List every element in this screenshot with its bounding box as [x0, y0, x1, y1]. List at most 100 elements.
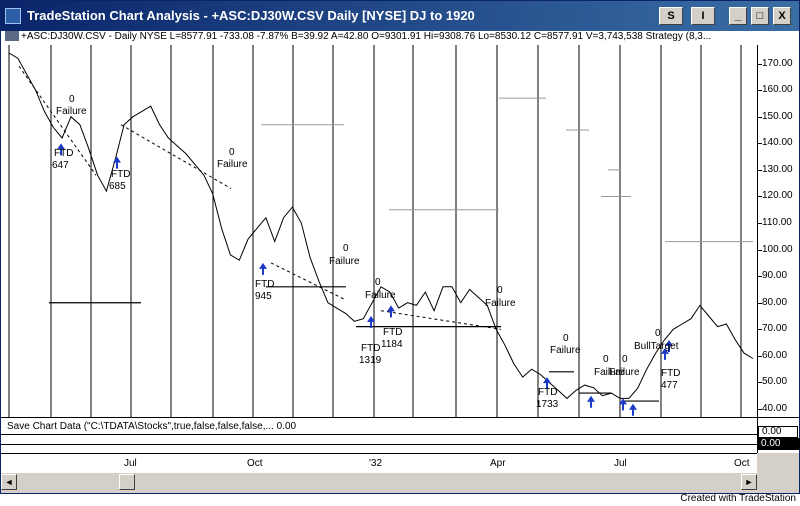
- ftd-label: FTD: [661, 368, 681, 379]
- price-line: [8, 52, 754, 400]
- ftd-arrow-icon: [629, 403, 637, 416]
- ftd-day-value: 647: [52, 160, 69, 171]
- failure-label: Failure: [217, 159, 248, 170]
- y-tick: 110.00: [762, 217, 792, 229]
- x-tick: Jul: [124, 458, 137, 469]
- price-axis: 170.00 160.00 150.00 140.00 130.00 120.00 110.…: [757, 45, 799, 417]
- ftd-arrow-icon: [661, 347, 669, 360]
- strategy-button[interactable]: S: [659, 7, 683, 25]
- trend-line: [120, 124, 232, 189]
- ftd-label: FTD: [538, 387, 558, 398]
- failure-label: Failure: [485, 298, 516, 309]
- failure-count: 0: [497, 285, 503, 296]
- failure-label: Failure: [56, 106, 87, 117]
- ftd-arrow-icon: [57, 143, 65, 156]
- y-tick-mark: [758, 169, 762, 171]
- ftd-day-value: 1319: [359, 355, 382, 366]
- y-tick-mark: [758, 382, 762, 384]
- credit-text: Created with TradeStation: [680, 493, 796, 504]
- y-tick: 60.00: [762, 349, 788, 361]
- failure-count: 0: [343, 243, 349, 254]
- ftd-arrow-icon: [665, 339, 673, 352]
- y-tick-mark: [758, 302, 762, 304]
- time-axis: Jul Oct '32 Apr Jul Oct: [1, 453, 757, 474]
- y-tick: 80.00: [762, 296, 788, 308]
- failure-label: Failure: [594, 367, 625, 378]
- failure-count: 0: [229, 147, 235, 158]
- failure-count: 0: [69, 94, 75, 105]
- y-tick-mark: [758, 355, 762, 357]
- price-plot[interactable]: 0 Failure FTD 647 FTD 685 0 Failure FTD …: [1, 45, 757, 417]
- scroll-left-icon[interactable]: ◄: [1, 474, 17, 490]
- price-chart-svg: [8, 45, 754, 417]
- y-tick-mark: [758, 143, 762, 145]
- indicator-value-top: 0.00: [758, 426, 798, 438]
- failure-label: Failure: [550, 345, 581, 356]
- indicator-label: Save Chart Data ("C:\TDATA\Stocks",true,…: [7, 421, 297, 432]
- ftd-day-value: 945: [255, 291, 272, 302]
- ftd-day-value: 685: [109, 181, 126, 192]
- y-tick: 120.00: [762, 190, 793, 202]
- close-button[interactable]: X: [773, 7, 791, 25]
- minimize-button[interactable]: _: [729, 7, 747, 25]
- y-tick-mark: [758, 249, 762, 251]
- failure-count: 0: [622, 354, 628, 365]
- trend-line: [380, 310, 502, 330]
- y-tick-mark: [758, 196, 762, 198]
- ftd-day-value: 477: [661, 380, 678, 391]
- y-tick-mark: [758, 90, 762, 92]
- failure-count: 0: [563, 333, 569, 344]
- y-tick: 50.00: [762, 376, 788, 388]
- ftd-day-value: 1733: [536, 399, 559, 410]
- y-tick: 170.00: [762, 57, 793, 69]
- failure-count: 0: [603, 354, 609, 365]
- chart-window: TradeStation Chart Analysis - +ASC:DJ30W…: [0, 0, 800, 494]
- y-tick: 140.00: [762, 137, 793, 149]
- indicator-line: [1, 444, 757, 445]
- indicator-value-bottom: 0.00: [758, 438, 800, 450]
- indicator-pane[interactable]: Save Chart Data ("C:\TDATA\Stocks",true,…: [1, 417, 757, 454]
- ftd-label: FTD: [255, 279, 275, 290]
- scroll-right-icon[interactable]: ►: [741, 474, 757, 490]
- ftd-label: FTD: [361, 343, 381, 354]
- x-tick: Oct: [247, 458, 263, 469]
- y-tick: 130.00: [762, 163, 793, 175]
- failure-label: Failure: [329, 256, 360, 267]
- y-tick-mark: [758, 63, 762, 65]
- indicator-button[interactable]: I: [691, 7, 715, 25]
- ftd-arrow-icon: [387, 305, 395, 318]
- chart-info-bar: +ASC:DJ30W.CSV - Daily NYSE L=8577.91 -7…: [1, 31, 799, 45]
- y-tick: 100.00: [762, 243, 793, 255]
- ftd-arrow-icon: [543, 377, 551, 390]
- ftd-arrow-icon: [619, 398, 627, 411]
- y-tick-mark: [758, 223, 762, 225]
- ftd-label: FTD: [111, 169, 131, 180]
- indicator-line: [1, 434, 757, 435]
- symbol-icon: [5, 31, 19, 42]
- failure-count: 0: [375, 277, 381, 288]
- y-tick-mark: [758, 116, 762, 118]
- failure-label: Failure: [609, 367, 640, 378]
- ftd-arrow-icon: [587, 395, 595, 408]
- title-bar[interactable]: TradeStation Chart Analysis - +ASC:DJ30W…: [1, 1, 799, 31]
- trend-line: [18, 65, 97, 176]
- x-tick: Oct: [734, 458, 750, 469]
- ftd-arrow-icon: [259, 262, 267, 275]
- y-tick: 90.00: [762, 270, 788, 282]
- app-icon: [5, 8, 21, 24]
- scroll-thumb[interactable]: [119, 474, 135, 490]
- y-tick: 160.00: [762, 84, 793, 96]
- failure-label: Failure: [365, 290, 396, 301]
- y-tick: 40.00: [762, 403, 788, 415]
- window-title: TradeStation Chart Analysis - +ASC:DJ30W…: [27, 8, 475, 23]
- ftd-label: FTD: [383, 327, 403, 338]
- indicator-axis: 0.00 0.00: [757, 417, 800, 453]
- x-tick: '32: [369, 458, 383, 469]
- y-tick-mark: [758, 329, 762, 331]
- horizontal-scrollbar[interactable]: ◄ ►: [1, 473, 757, 491]
- bulltarget-count: 0: [655, 328, 661, 339]
- y-tick-mark: [758, 276, 762, 278]
- x-tick: Apr: [490, 458, 506, 469]
- chart-info-text: +ASC:DJ30W.CSV - Daily NYSE L=8577.91 -7…: [21, 31, 712, 42]
- maximize-button[interactable]: □: [751, 7, 769, 25]
